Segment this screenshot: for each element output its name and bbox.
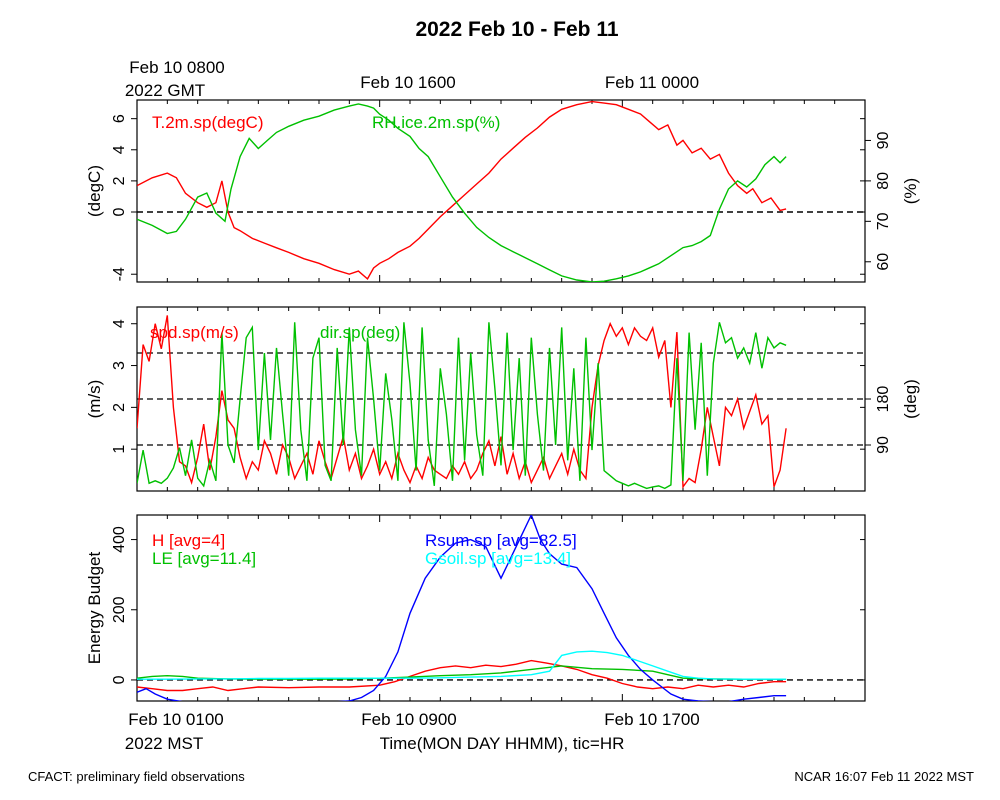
chart-title: 2022 Feb 10 - Feb 11 bbox=[415, 18, 618, 41]
y-tick-label-left: 6 bbox=[111, 114, 128, 123]
legend-label: Rsum.sp [avg=82.5] bbox=[425, 531, 577, 550]
y-tick-label-right: 70 bbox=[875, 212, 892, 230]
bottom-time-label-1: Feb 10 0100 bbox=[128, 710, 223, 729]
footer-right: NCAR 16:07 Feb 11 2022 MST bbox=[794, 769, 974, 784]
y-tick-label-left: 2 bbox=[111, 403, 128, 412]
bottom-axis-first-label-line2: 2022 MST bbox=[125, 734, 203, 753]
y-axis-label-left: (m/s) bbox=[85, 380, 104, 419]
y-tick-label-left: 4 bbox=[111, 145, 128, 154]
y-tick-label-right: 60 bbox=[875, 253, 892, 271]
y-tick-label-left: 0 bbox=[111, 207, 128, 216]
top-time-label-2: Feb 10 1600 bbox=[360, 73, 455, 92]
legend-label: dir.sp(deg) bbox=[320, 323, 400, 342]
y-tick-label-left: -4 bbox=[111, 267, 128, 281]
series-line-cyan bbox=[137, 650, 787, 680]
top-axis-first-label-line2: 2022 GMT bbox=[125, 81, 205, 100]
top-time-label-3: Feb 11 0000 bbox=[605, 73, 699, 92]
panel-energy-budget: 0 200 400 Energy Budget H [avg=4]LE [avg=11.… bbox=[85, 514, 866, 702]
legend-label: Gsoil.sp [avg=13.4] bbox=[425, 549, 571, 568]
series-line-red bbox=[137, 659, 787, 692]
footer-left: CFACT: preliminary field observations bbox=[28, 769, 245, 784]
y-tick-label-right: 90 bbox=[875, 436, 892, 454]
legend-label: H [avg=4] bbox=[152, 531, 225, 550]
y-tick-label-left: 200 bbox=[111, 596, 128, 623]
y-axis-label-left: (degC) bbox=[85, 165, 104, 217]
panel-temperature-humidity: -4 0 2 4 6 60 70 80 90 (degC) (%) T.2m.sp(degC) RH.i… bbox=[85, 99, 920, 283]
bottom-time-label-2: Feb 10 0900 bbox=[361, 710, 456, 729]
series-line-red bbox=[137, 100, 787, 280]
series-line-blue bbox=[137, 515, 787, 701]
panel-wind: 1 2 3 4 90 180 (m/s) (deg) spd.sp(m/s) dir.sp(deg… bbox=[85, 306, 920, 492]
y-tick-label-left: 2 bbox=[111, 176, 128, 185]
y-tick-label-left: 400 bbox=[111, 526, 128, 553]
y-tick-label-left: 1 bbox=[111, 445, 128, 454]
y-tick-label-right: 80 bbox=[875, 172, 892, 190]
y-tick-label-right: 180 bbox=[875, 386, 892, 413]
series-line-green bbox=[137, 322, 787, 490]
legend-label: spd.sp(m/s) bbox=[150, 323, 239, 342]
legend-label: LE [avg=11.4] bbox=[152, 549, 256, 568]
y-axis-label-left: Energy Budget bbox=[85, 551, 104, 664]
bottom-time-label-3: Feb 10 1700 bbox=[604, 710, 699, 729]
y-tick-label-left: 3 bbox=[111, 361, 128, 370]
top-axis-first-label-line1: Feb 10 0800 bbox=[129, 58, 224, 77]
y-tick-label-right: 90 bbox=[875, 131, 892, 149]
y-tick-label-left: 4 bbox=[111, 319, 128, 328]
x-axis-label: Time(MON DAY HHMM), tic=HR bbox=[380, 734, 625, 753]
y-axis-label-right: (deg) bbox=[901, 379, 920, 419]
series-line-green bbox=[137, 103, 787, 282]
y-axis-label-right: (%) bbox=[901, 178, 920, 204]
legend-label: T.2m.sp(degC) bbox=[152, 113, 263, 132]
y-tick-label-left: 0 bbox=[111, 675, 128, 684]
series-line-red bbox=[137, 315, 787, 489]
legend-label: RH.ice.2m.sp(%) bbox=[372, 113, 500, 132]
